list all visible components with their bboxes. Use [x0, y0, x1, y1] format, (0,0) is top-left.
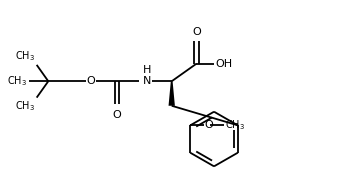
- Text: O: O: [86, 76, 95, 86]
- Text: O: O: [205, 120, 213, 130]
- Text: CH$_3$: CH$_3$: [15, 49, 35, 63]
- Text: O: O: [192, 27, 201, 37]
- Polygon shape: [169, 81, 175, 106]
- Text: H: H: [143, 65, 151, 75]
- Text: OH: OH: [216, 59, 233, 69]
- Text: CH$_3$: CH$_3$: [15, 99, 35, 113]
- Text: N: N: [143, 76, 151, 86]
- Text: CH$_3$: CH$_3$: [225, 119, 245, 132]
- Text: O: O: [113, 110, 121, 120]
- Text: CH$_3$: CH$_3$: [7, 74, 27, 88]
